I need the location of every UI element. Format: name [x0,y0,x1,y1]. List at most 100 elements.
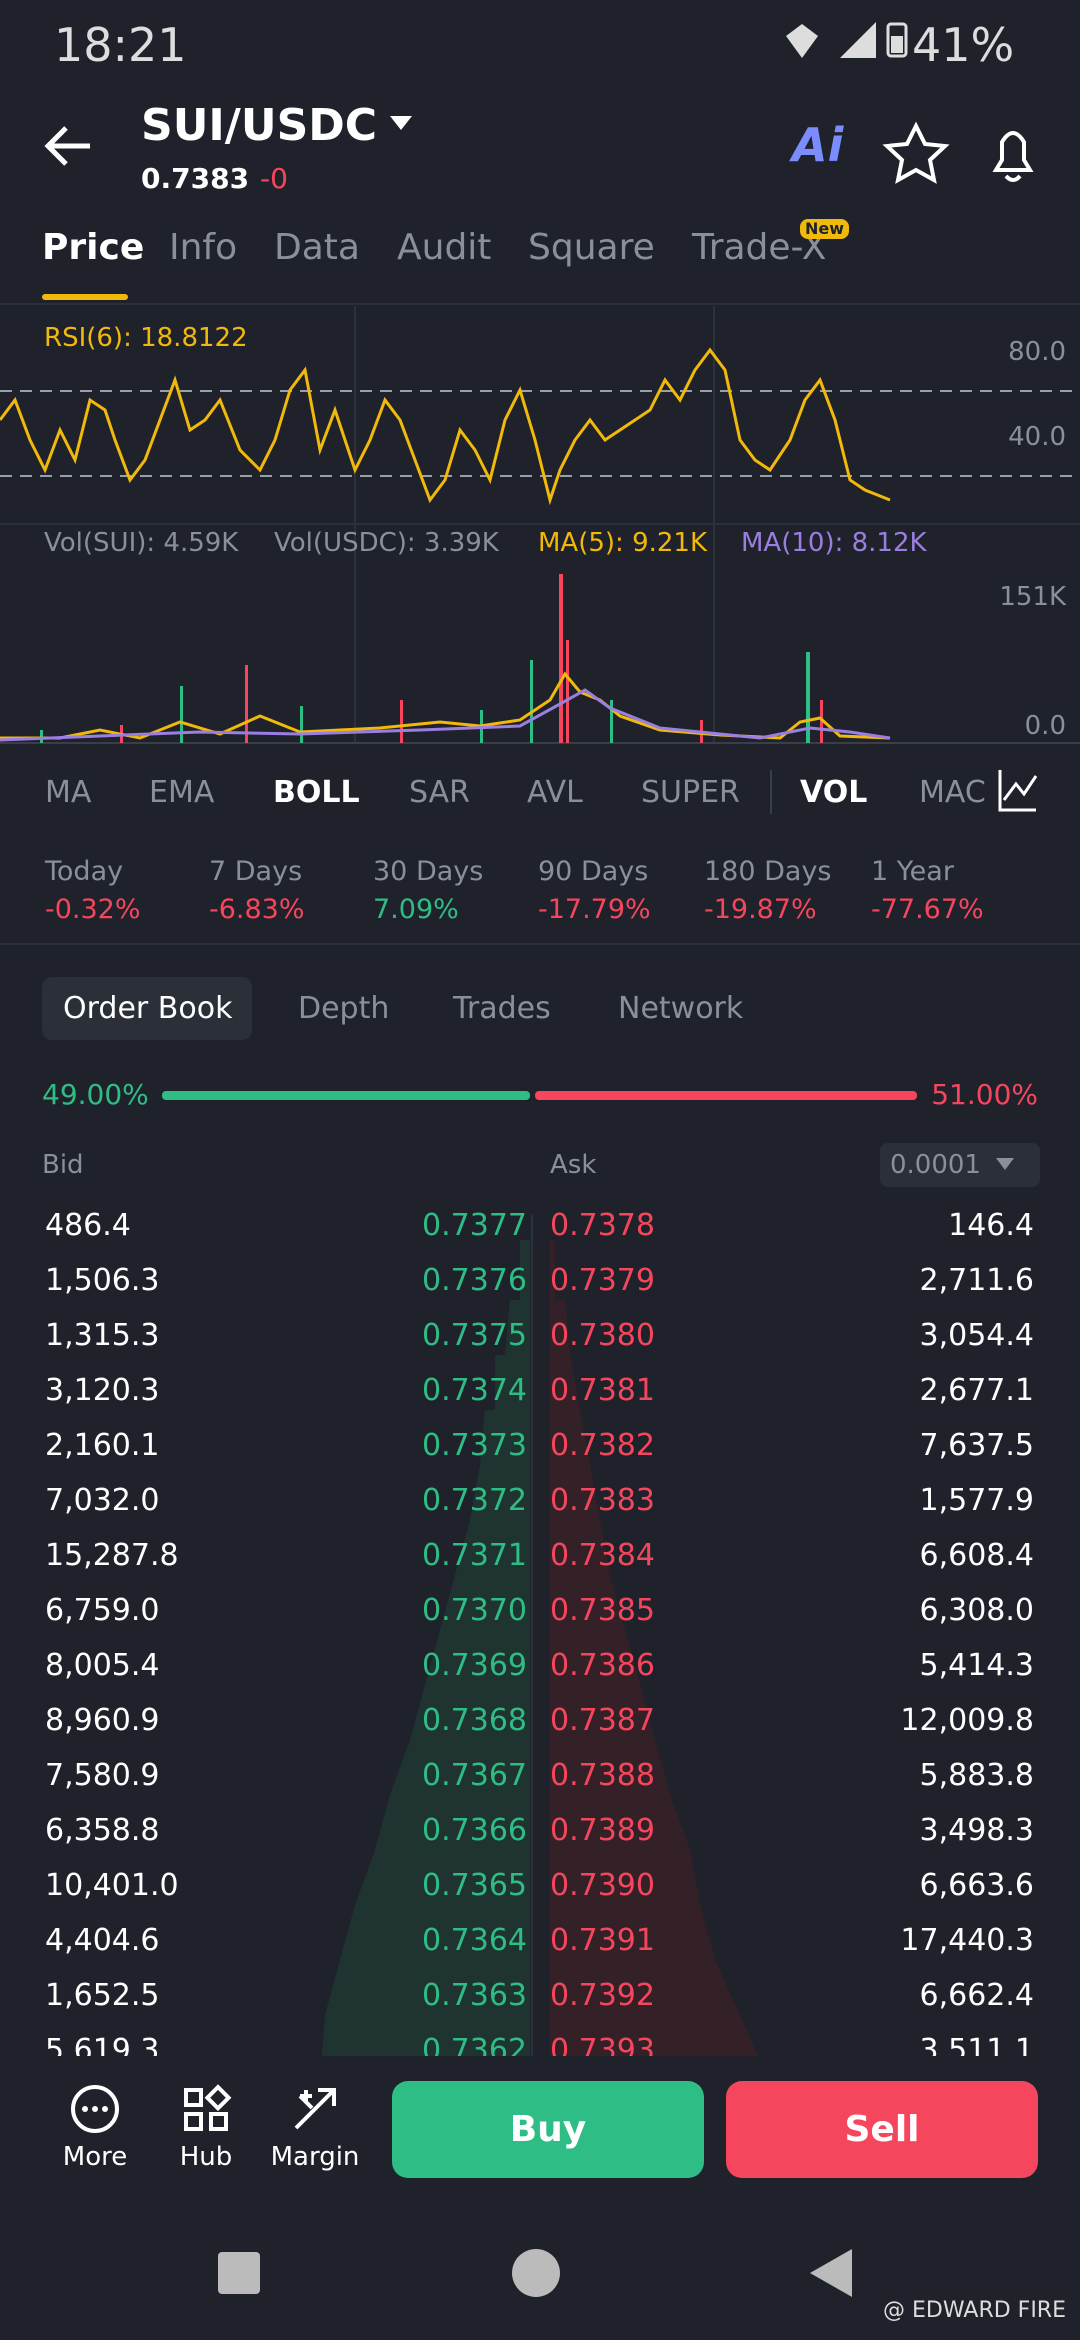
pair-dropdown[interactable] [390,116,412,130]
indicator-tab[interactable]: VOL [800,775,868,810]
bid-price: 0.7376 [422,1263,527,1298]
ask-amount: 5,414.3 [919,1648,1034,1683]
bid-price: 0.7364 [422,1923,527,1958]
order-tab[interactable]: Trades [453,991,551,1026]
tab[interactable]: Square [528,227,655,268]
precision-label[interactable]: 0.0001 [890,1150,981,1180]
tab[interactable]: Data [274,227,360,268]
ai-button[interactable]: Ai [792,118,844,172]
ask-amount: 7,637.5 [919,1428,1034,1463]
ask-amount: 12,009.8 [900,1703,1034,1738]
rsi-label: RSI(6): 18.8122 [44,323,248,353]
indicator-tab[interactable]: EMA [149,775,215,810]
ask-price: 0.7385 [550,1593,655,1628]
ask-amount: 6,608.4 [919,1538,1034,1573]
tab[interactable]: Audit [397,227,492,268]
sell-label[interactable]: Sell [844,2109,920,2150]
order-tab[interactable]: Depth [298,991,390,1026]
bid-ratio-bar [162,1091,530,1100]
ask-depth-shading [550,1240,758,2056]
indicator-tab[interactable]: SAR [409,775,470,810]
indicator-tab[interactable]: MA [45,775,92,810]
last-price: 0.7383 [141,162,250,195]
precision-selector[interactable] [880,1143,1040,1187]
bid-amount: 5,619.3 [45,2033,160,2057]
ask-price: 0.7389 [550,1813,655,1848]
active-tab-pill [42,977,252,1040]
bid-amount: 7,032.0 [45,1483,160,1518]
buy-label[interactable]: Buy [509,2109,587,2150]
bid-amount: 1,315.3 [45,1318,160,1353]
tab[interactable]: Info [169,227,238,268]
ask-amount: 3,511.1 [919,2033,1034,2057]
period-change: -77.67% [871,894,984,925]
period-label: 7 Days [209,856,303,887]
ma10-label: MA(10): 8.12K [741,528,927,558]
bid-price: 0.7375 [422,1318,527,1353]
ask-amount: 6,663.6 [919,1868,1034,1903]
period-change: -6.83% [209,894,305,925]
nav-home[interactable] [512,2249,560,2297]
bid-amount: 6,759.0 [45,1593,160,1628]
bid-amount: 8,960.9 [45,1703,160,1738]
indicator-tab[interactable]: BOLL [273,775,360,810]
bid-price: 0.7363 [422,1978,527,2013]
more-icon[interactable] [71,2085,119,2133]
action-label[interactable]: More [62,2142,128,2172]
period-change: -0.32% [45,894,141,925]
chart-settings-icon[interactable] [998,770,1038,812]
buy-button[interactable] [392,2081,704,2178]
battery-icon [886,22,908,58]
bid-price: 0.7370 [422,1593,527,1628]
ma5-label: MA(5): 9.21K [538,528,708,558]
tab[interactable]: Price [42,227,145,268]
bid-amount: 4,404.6 [45,1923,160,1958]
bid-price: 0.7362 [422,2033,527,2057]
ask-amount: 17,440.3 [900,1923,1034,1958]
ask-amount: 146.4 [948,1208,1034,1243]
bid-amount: 1,652.5 [45,1978,160,2013]
sell-button[interactable] [726,2081,1038,2178]
bid-amount: 15,287.8 [45,1538,179,1573]
bid-price: 0.7374 [422,1373,527,1408]
rsi-line [0,347,891,506]
wifi-icon [786,24,818,58]
ask-ratio: 51.00% [931,1078,1038,1111]
pair-title[interactable]: SUI/USDC [141,100,378,151]
nav-recents[interactable] [218,2252,260,2294]
ask-price: 0.7382 [550,1428,655,1463]
bid-ratio: 49.00% [42,1078,149,1111]
ask-price: 0.7387 [550,1703,655,1738]
action-label[interactable]: Hub [179,2142,233,2172]
bid-price: 0.7366 [422,1813,527,1848]
bid-price: 0.7368 [422,1703,527,1738]
ask-price: 0.7390 [550,1868,655,1903]
ask-amount: 5,883.8 [919,1758,1034,1793]
back-arrow[interactable] [44,126,90,166]
indicator-tab[interactable]: AVL [527,775,583,810]
ask-amount: 3,498.3 [919,1813,1034,1848]
margin-icon[interactable] [294,2088,336,2130]
indicator-tab[interactable]: SUPER [641,775,740,810]
status-time: 18:21 [54,18,187,72]
bid-amount: 10,401.0 [45,1868,179,1903]
bell-icon[interactable] [992,131,1034,182]
ask-price: 0.7393 [550,2033,655,2057]
action-label[interactable]: Margin [270,2142,360,2172]
order-tab[interactable]: Network [618,991,744,1026]
period-label: Today [45,856,124,887]
order-tab[interactable]: Order Book [63,991,233,1026]
watermark: @ EDWARD FIRE [883,2298,1066,2323]
tab-underline [42,294,128,300]
period-label: 1 Year [871,856,954,887]
period-label: 180 Days [704,856,832,887]
indicator-tab[interactable]: MAC [919,775,986,810]
hub-icon[interactable] [184,2084,232,2131]
star-icon[interactable] [882,121,950,184]
nav-back[interactable] [810,2249,852,2297]
period-label: 90 Days [538,856,649,887]
ask-price: 0.7383 [550,1483,655,1518]
ask-amount: 6,662.4 [919,1978,1034,2013]
period-change: -17.79% [538,894,651,925]
order-book: 486.4 0.7377 0.7378 146.4 1,506.3 0.7376 0.737… [0,1205,1080,2057]
